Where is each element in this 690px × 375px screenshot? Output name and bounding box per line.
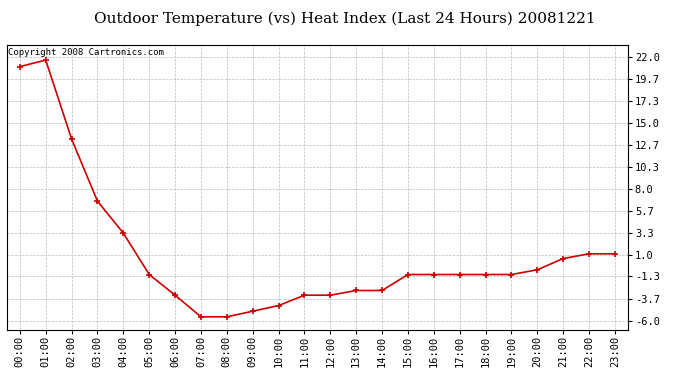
- Text: Outdoor Temperature (vs) Heat Index (Last 24 Hours) 20081221: Outdoor Temperature (vs) Heat Index (Las…: [95, 11, 595, 26]
- Text: Copyright 2008 Cartronics.com: Copyright 2008 Cartronics.com: [8, 48, 164, 57]
